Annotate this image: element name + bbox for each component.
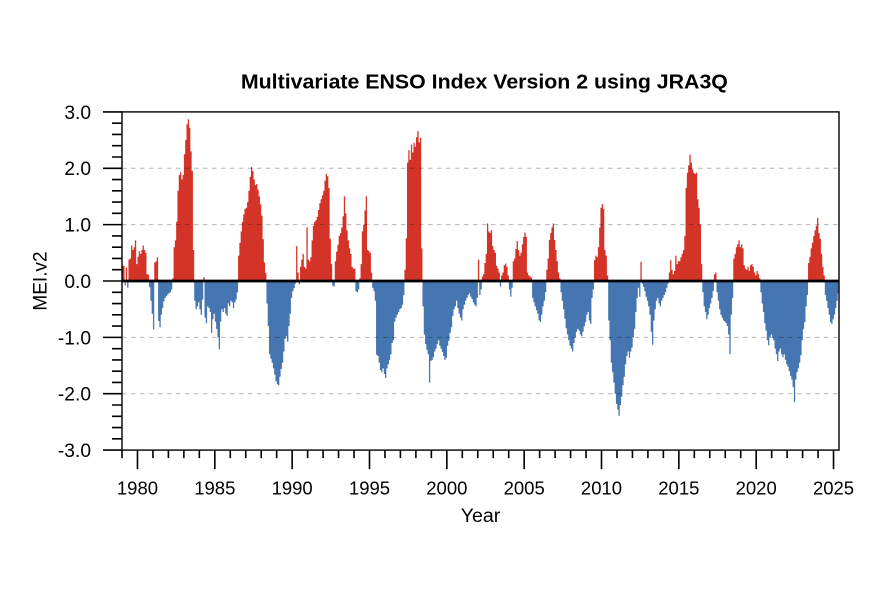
svg-text:Multivariate ENSO Index Versio: Multivariate ENSO Index Version 2 using … [241,71,728,93]
svg-text:1990: 1990 [272,477,313,498]
svg-text:1985: 1985 [194,477,235,498]
svg-text:Year: Year [461,505,501,527]
svg-text:2.0: 2.0 [64,159,91,180]
svg-text:3.0: 3.0 [64,103,91,124]
svg-text:2005: 2005 [504,477,545,498]
svg-text:2010: 2010 [581,477,622,498]
svg-text:1995: 1995 [349,477,390,498]
svg-text:2000: 2000 [426,477,467,498]
svg-text:2020: 2020 [736,477,777,498]
svg-text:-1.0: -1.0 [58,328,91,349]
svg-text:0.0: 0.0 [64,272,91,293]
svg-text:1.0: 1.0 [64,216,91,237]
svg-text:2025: 2025 [813,477,854,498]
svg-text:-2.0: -2.0 [58,385,91,406]
svg-text:MEI.v2: MEI.v2 [31,251,52,310]
svg-text:2015: 2015 [658,477,699,498]
svg-text:-3.0: -3.0 [58,441,91,462]
svg-text:1980: 1980 [117,477,158,498]
